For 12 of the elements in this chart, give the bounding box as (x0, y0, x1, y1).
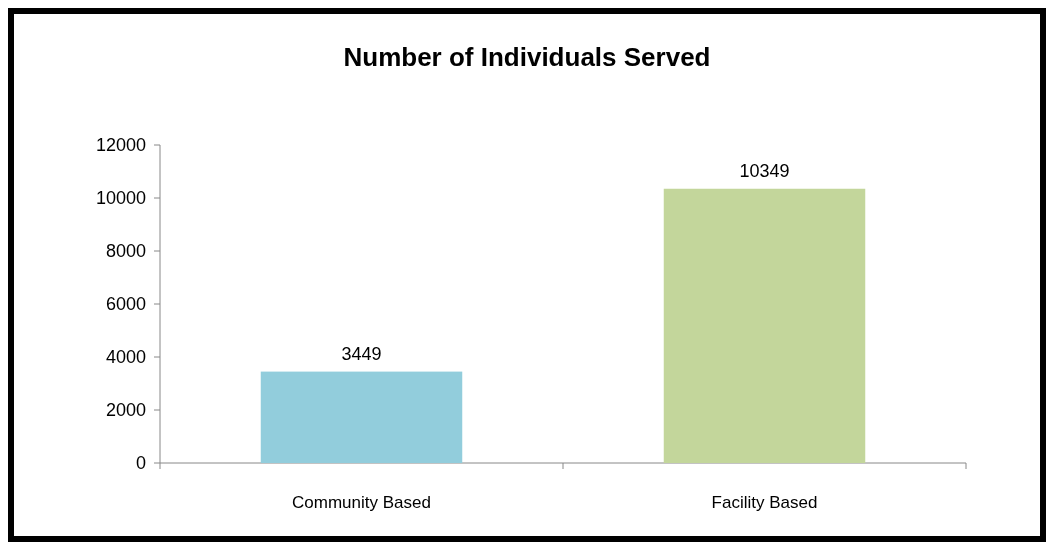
chart-title: Number of Individuals Served (343, 42, 711, 72)
data-label: 10349 (739, 160, 790, 181)
y-tick-label: 0 (135, 453, 146, 474)
y-tick-label: 8000 (105, 241, 146, 262)
y-tick-label: 12000 (95, 135, 146, 156)
y-tick-label: 2000 (105, 400, 146, 421)
y-tick-label: 4000 (105, 347, 146, 368)
x-tick-label: Community Based (292, 493, 431, 512)
y-tick-label: 6000 (105, 294, 146, 315)
x-tick-label: Facility Based (711, 493, 818, 512)
data-label: 3449 (341, 343, 382, 364)
y-tick-label: 10000 (95, 188, 146, 209)
